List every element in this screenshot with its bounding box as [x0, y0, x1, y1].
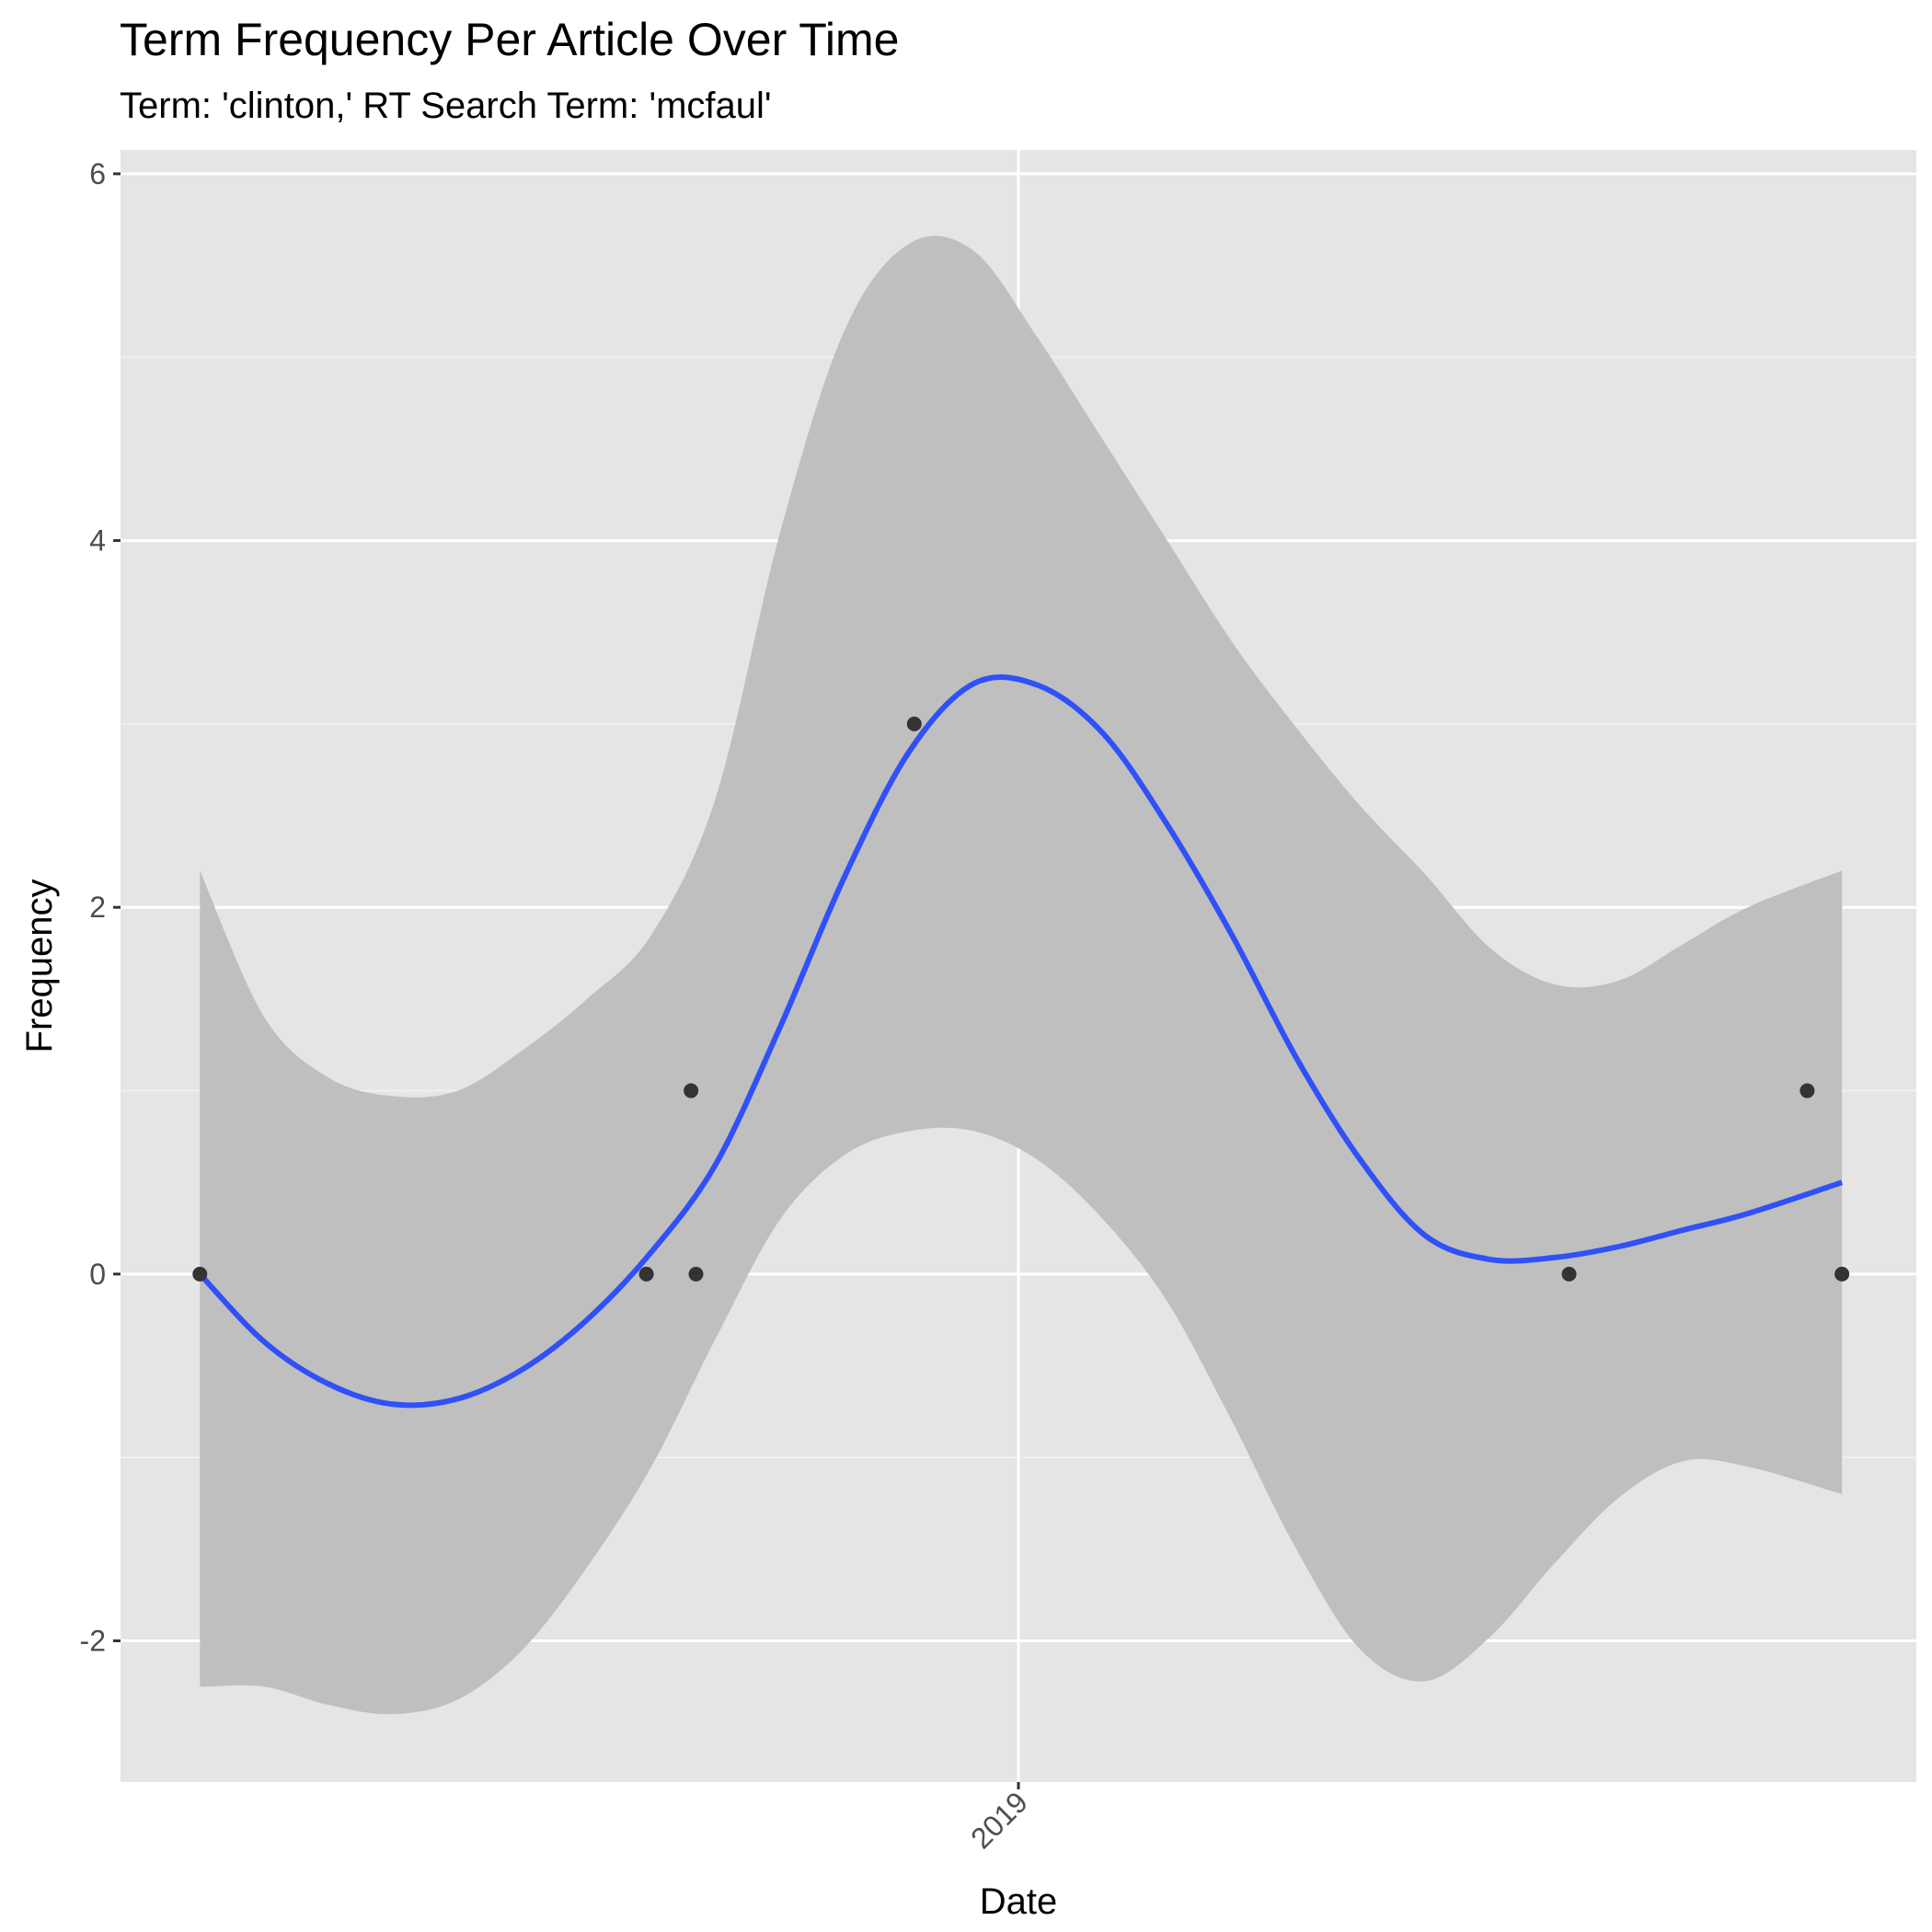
y-tick-label: 0: [89, 1258, 106, 1291]
x-axis-title: Date: [980, 1881, 1058, 1922]
y-tick-label: 6: [89, 157, 106, 190]
data-point: [1834, 1266, 1850, 1282]
data-point: [906, 716, 922, 731]
data-point: [688, 1266, 704, 1282]
x-axis: 2019: [964, 1782, 1034, 1855]
y-axis-title: Frequency: [19, 880, 60, 1053]
y-axis: -2 0 2 4 6: [80, 157, 121, 1658]
data-point: [1561, 1266, 1577, 1282]
data-point: [1800, 1083, 1815, 1098]
smooth-trend-line: [198, 674, 1844, 1409]
chart-title: Term Frequency Per Article Over Time: [120, 14, 899, 65]
data-point: [192, 1266, 208, 1282]
chart-subtitle: Term: 'clinton,' RT Search Term: 'mcfaul…: [120, 86, 772, 126]
data-point: [684, 1083, 699, 1098]
data-point: [638, 1266, 654, 1282]
x-tick-label: 2019: [964, 1785, 1034, 1855]
y-tick-label: 4: [89, 524, 106, 558]
y-tick-label: -2: [80, 1625, 106, 1658]
data-points: [192, 716, 1850, 1282]
confidence-ribbon: [200, 236, 1843, 1715]
y-tick-label: 2: [89, 891, 106, 924]
